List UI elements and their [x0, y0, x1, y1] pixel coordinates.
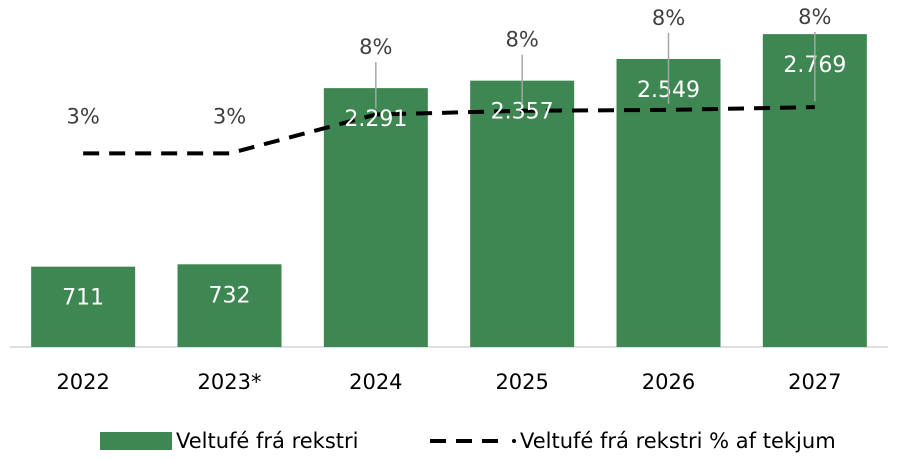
bar: [177, 264, 282, 347]
bar: [616, 58, 721, 347]
bar-value-label: 732: [209, 283, 251, 308]
legend-label: Veltufé frá rekstri % af tekjum: [520, 429, 836, 453]
legend-label: Veltufé frá rekstri: [176, 429, 359, 453]
legend-dot: [512, 439, 516, 443]
x-tick-label: 2023*: [198, 370, 262, 394]
line-value-label: 8%: [359, 35, 392, 59]
line-value-label: 3%: [213, 104, 246, 128]
bar-value-label: 2.291: [344, 107, 407, 132]
x-tick-label: 2027: [788, 370, 841, 394]
line-value-label: 8%: [652, 6, 685, 30]
line-value-label: 8%: [506, 28, 539, 52]
bar: [323, 88, 428, 347]
x-tick-label: 2024: [349, 370, 402, 394]
line: [83, 105, 815, 156]
x-tick-label: 2022: [56, 370, 109, 394]
bar-value-label: 711: [62, 286, 104, 311]
line-value-label: 3%: [67, 104, 100, 128]
x-tick-label: 2026: [642, 370, 695, 394]
bar: [470, 80, 575, 347]
line-value-label: 8%: [798, 5, 831, 29]
x-tick-label: 2025: [495, 370, 548, 394]
legend-swatch: [100, 432, 172, 450]
bar: [31, 266, 136, 347]
